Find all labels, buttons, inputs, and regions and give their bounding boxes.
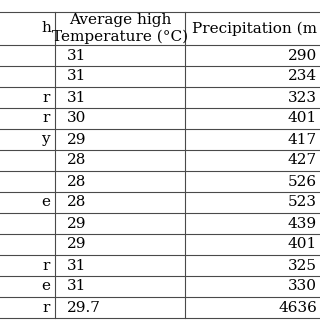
Text: e: e	[41, 196, 50, 210]
Text: r: r	[43, 259, 50, 273]
Text: 28: 28	[67, 154, 86, 167]
Text: 28: 28	[67, 196, 86, 210]
Text: 4636: 4636	[278, 300, 317, 315]
Text: 325: 325	[288, 259, 317, 273]
Text: 29: 29	[67, 217, 86, 230]
Text: 401: 401	[288, 111, 317, 125]
Text: 29: 29	[67, 237, 86, 252]
Text: e: e	[41, 279, 50, 293]
Text: r: r	[43, 91, 50, 105]
Text: 29: 29	[67, 132, 86, 147]
Text: 323: 323	[288, 91, 317, 105]
Text: 30: 30	[67, 111, 86, 125]
Text: 234: 234	[288, 69, 317, 84]
Text: 427: 427	[288, 154, 317, 167]
Text: 290: 290	[288, 49, 317, 62]
Text: 439: 439	[288, 217, 317, 230]
Text: 31: 31	[67, 69, 86, 84]
Text: r: r	[43, 111, 50, 125]
Text: 417: 417	[288, 132, 317, 147]
Text: 28: 28	[67, 174, 86, 188]
Text: 401: 401	[288, 237, 317, 252]
Text: Average high
Temperature (°C): Average high Temperature (°C)	[52, 13, 188, 44]
Text: 526: 526	[288, 174, 317, 188]
Text: y: y	[41, 132, 50, 147]
Text: 330: 330	[288, 279, 317, 293]
Text: Precipitation (m: Precipitation (m	[193, 21, 317, 36]
Text: 523: 523	[288, 196, 317, 210]
Text: 31: 31	[67, 49, 86, 62]
Text: 31: 31	[67, 91, 86, 105]
Text: h: h	[41, 21, 51, 36]
Text: 31: 31	[67, 259, 86, 273]
Text: 31: 31	[67, 279, 86, 293]
Text: 29.7: 29.7	[67, 300, 101, 315]
Text: r: r	[43, 300, 50, 315]
